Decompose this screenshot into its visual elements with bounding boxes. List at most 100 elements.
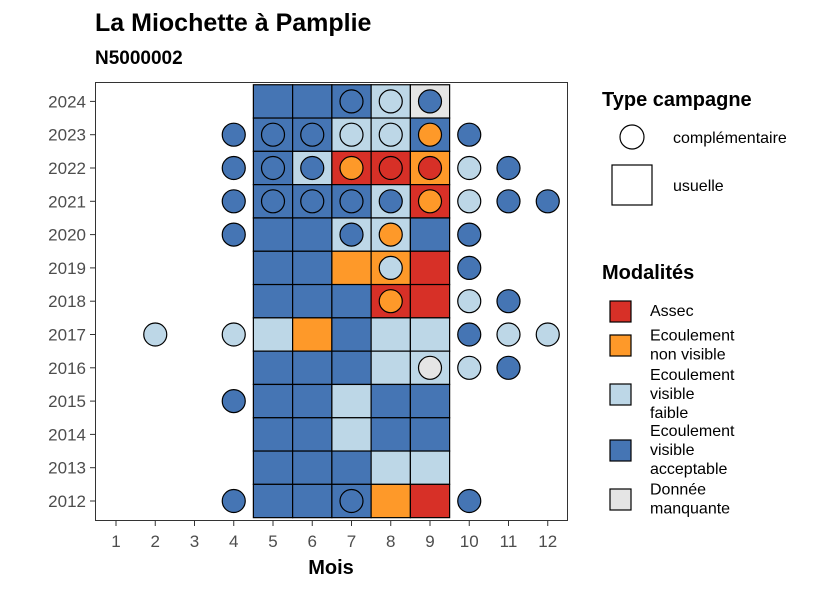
point-2021-m7 [339,189,364,214]
point-2022-m9 [417,155,443,181]
point-2016-m9 [417,355,443,380]
y-tick-label-2017: 2017 [48,326,86,345]
tile-2012-m5 [252,483,294,519]
tile-2016-m7 [331,350,372,386]
point-2022-m8 [378,155,403,181]
tile-2020-m6 [292,217,333,252]
x-tick-label-12: 12 [538,532,557,551]
point-2017-m11 [496,322,521,347]
point-2020-m4 [221,222,246,247]
point-2016-m10 [457,355,482,380]
point-2012-m7 [339,488,364,514]
legend-type-title: Type campagne [602,89,752,111]
tile-2016-m6 [292,350,333,386]
tile-2018-m7 [331,283,372,319]
point-2019-m8 [378,255,403,280]
point-2022-m10 [457,155,482,181]
tile-2015-m9 [409,383,451,419]
point-2020-m8 [378,222,403,247]
point-2021-m12 [535,189,560,214]
point-2018-m10 [457,289,482,314]
tile-2024-m6 [292,84,333,119]
point-2023-m6 [300,122,325,147]
usuelle-tiles [252,84,451,519]
point-2021-m9 [417,189,443,214]
x-tick-label-7: 7 [347,532,356,551]
tile-2017-m6 [292,317,333,352]
tile-2016-m8 [370,350,411,386]
point-2018-m8 [378,289,403,314]
point-2023-m4 [221,122,246,147]
tile-2016-m5 [252,350,294,386]
tile-2014-m7 [331,417,372,452]
point-2022-m4 [221,155,246,181]
tile-2013-m5 [252,450,294,485]
tile-2012-m8 [370,483,411,519]
legend-label-assec: Assec [650,303,694,320]
legend-swatch-ecoulement-visible-acceptable [609,439,632,462]
point-2016-m11 [496,355,521,380]
point-2022-m11 [496,155,521,181]
legend-type-complementaire: complémentaire [673,130,787,147]
tile-2017-m5 [252,317,294,352]
x-tick-label-6: 6 [308,532,317,551]
point-2023-m7 [339,122,364,147]
legend-square-symbol [611,164,653,206]
y-tick-label-2014: 2014 [48,425,86,444]
point-2022-m5 [260,155,286,181]
y-tick-label-2015: 2015 [48,392,86,411]
tile-2019-m5 [252,250,294,286]
tile-2018-m5 [252,283,294,319]
legend-label-ecoulement-non-visible: Ecoulement non visible [650,328,735,364]
tile-2020-m5 [252,217,294,252]
y-tick-label-2012: 2012 [48,492,86,511]
point-2023-m8 [378,122,403,147]
point-2024-m7 [339,89,364,114]
tile-2013-m8 [370,450,411,485]
tile-2019-m7 [331,250,372,286]
tile-2014-m9 [409,417,451,452]
tile-2014-m6 [292,417,333,452]
tile-2024-m5 [252,84,294,119]
point-2017-m2 [143,322,168,347]
y-tick-label-2016: 2016 [48,359,86,378]
legend-label-ecoulement-visible-acceptable: Ecoulement visible acceptable [650,423,735,478]
tile-2017-m9 [409,317,451,352]
point-2022-m7 [339,155,364,181]
y-tick-label-2022: 2022 [48,159,86,178]
legend-circle-symbol [619,124,645,150]
point-2017-m4 [221,322,246,347]
point-2012-m10 [457,488,482,514]
x-tick-label-9: 9 [425,532,434,551]
x-tick-label-5: 5 [268,532,277,551]
x-axis: 1 2 3 4 5 6 7 8 9 10 11 12 [111,521,557,551]
point-2023-m5 [260,122,286,147]
legend-label-ecoulement-visible-faible: Ecoulement visible faible [650,367,735,422]
tile-2015-m6 [292,383,333,419]
legend-modalites-title: Modalités [602,262,694,284]
tile-2018-m9 [409,283,451,319]
tile-2014-m8 [370,417,411,452]
legend: Type campagne complémentaire usuelle Mod… [602,89,787,518]
y-tick-label-2023: 2023 [48,126,86,145]
chart-subtitle: N5000002 [95,48,183,69]
x-tick-label-10: 10 [460,532,479,551]
point-2023-m10 [457,122,482,147]
point-2024-m8 [378,89,403,114]
tile-2013-m7 [331,450,372,485]
legend-swatch-assec [609,300,632,323]
x-tick-label-11: 11 [500,532,518,551]
tile-2015-m5 [252,383,294,419]
x-tick-label-4: 4 [229,532,238,551]
x-tick-label-2: 2 [151,532,160,551]
x-axis-title: Mois [308,557,354,579]
tile-2019-m6 [292,250,333,286]
point-2018-m11 [496,289,521,314]
point-2021-m4 [221,189,246,214]
y-tick-label-2018: 2018 [48,292,86,311]
tile-2019-m9 [409,250,451,286]
tile-2012-m6 [292,483,333,519]
point-2020-m10 [457,222,482,247]
